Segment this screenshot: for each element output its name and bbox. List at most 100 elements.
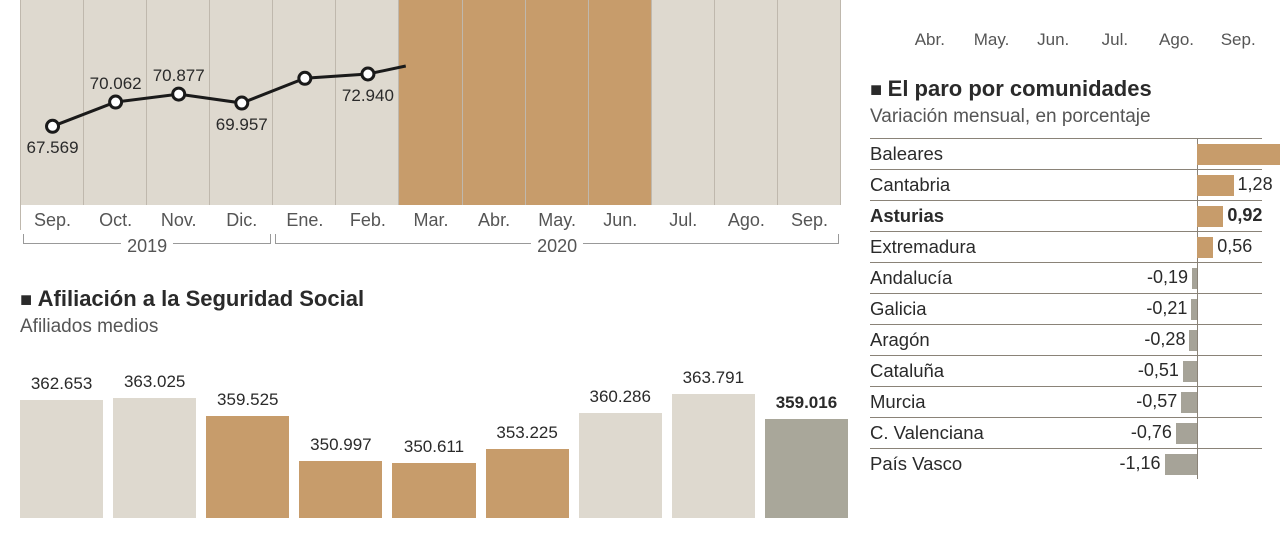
comunidad-value: 0,92 xyxy=(1227,205,1262,226)
comunidad-bar xyxy=(1183,361,1197,382)
afiliacion-bar: 363.791 xyxy=(672,368,755,518)
comunidad-bar-area: -0,28 xyxy=(1060,325,1262,355)
month-label: Nov. xyxy=(161,210,197,231)
comunidad-bar xyxy=(1197,175,1233,196)
comunidades-table: Baleares4,55Cantabria1,28 Asturias 0,92 Ext… xyxy=(870,138,1262,479)
comunidad-bar xyxy=(1189,330,1197,351)
afiliacion-bar-rect xyxy=(392,463,475,518)
afiliacion-value-label: 353.225 xyxy=(496,423,557,443)
comunidad-row: Baleares4,55 xyxy=(870,138,1262,169)
afiliacion-subtitle: Afiliados medios xyxy=(20,316,848,338)
line-value-label: 67.569 xyxy=(27,138,79,158)
comunidad-row: Aragón-0,28 xyxy=(870,324,1262,355)
comunidad-value: -0,76 xyxy=(1131,422,1172,443)
comunidad-name: C. Valenciana xyxy=(870,422,1060,444)
afiliacion-bar-rect xyxy=(486,449,569,518)
afiliacion-value-label: 350.997 xyxy=(310,435,371,455)
month-label: Jun. xyxy=(603,210,637,231)
afiliacion-bar: 359.016 xyxy=(765,393,848,518)
afiliacion-bar-rect xyxy=(206,416,289,518)
comunidad-value: -0,19 xyxy=(1147,267,1188,288)
afiliacion-bar-chart: 362.653 363.025 359.525 350.997 350.611 353.2… xyxy=(20,348,848,518)
afiliacion-value-label: 350.611 xyxy=(404,437,464,457)
afiliacion-value-label: 363.025 xyxy=(124,372,185,392)
month-label: Mar. xyxy=(413,210,448,231)
comunidad-row: Cataluña -0,51 xyxy=(870,355,1262,386)
comunidad-value: -0,21 xyxy=(1146,298,1187,319)
afiliacion-bar-rect xyxy=(299,461,382,518)
comunidad-row: Murcia -0,57 xyxy=(870,386,1262,417)
afiliacion-bar-rect xyxy=(20,400,103,518)
line-value-label: 70.062 xyxy=(90,74,142,94)
comunidad-bar xyxy=(1197,237,1213,258)
comunidad-name: Baleares xyxy=(870,143,1060,165)
comunidad-name: Cataluña xyxy=(870,360,1060,382)
comunidad-row: Cantabria1,28 xyxy=(870,169,1262,200)
comunidad-row: Galicia -0,21 xyxy=(870,293,1262,324)
afiliacion-bar: 360.286 xyxy=(579,387,662,518)
afiliacion-bar-rect xyxy=(579,413,662,518)
mini-month-label: Abr. xyxy=(906,30,954,50)
comunidad-name: País Vasco xyxy=(870,453,1060,475)
paro-line-chart: Sep.Oct.Nov.Dic.Ene.Feb.Mar.Abr.May.Jun.… xyxy=(20,0,848,260)
comunidad-value: -1,16 xyxy=(1120,453,1161,474)
comunidad-name: Asturias xyxy=(870,205,1060,227)
comunidades-subtitle: Variación mensual, en porcentaje xyxy=(870,106,1262,128)
afiliacion-bar-rect xyxy=(113,398,196,518)
afiliacion-value-label: 359.016 xyxy=(776,393,837,413)
month-label: May. xyxy=(538,210,576,231)
comunidad-bar xyxy=(1191,299,1197,320)
afiliacion-value-label: 363.791 xyxy=(683,368,744,388)
afiliacion-bar: 362.653 xyxy=(20,374,103,518)
mini-month-label: Ago. xyxy=(1153,30,1201,50)
comunidad-bar-area: -0,21 xyxy=(1060,294,1262,324)
comunidad-name: Murcia xyxy=(870,391,1060,413)
afiliacion-bar: 353.225 xyxy=(486,423,569,518)
afiliacion-value-label: 360.286 xyxy=(589,387,650,407)
line-value-label: 70.877 xyxy=(153,66,205,86)
comunidad-value: 1,28 xyxy=(1238,174,1273,195)
line-chart-svg xyxy=(21,0,841,205)
mini-month-label: May. xyxy=(968,30,1016,50)
comunidad-bar-area: -0,76 xyxy=(1060,418,1262,448)
line-value-label: 69.957 xyxy=(216,115,268,135)
comunidad-value: -0,51 xyxy=(1138,360,1179,381)
comunidad-bar-area: 1,28 xyxy=(1060,170,1262,200)
comunidad-row: C. Valenciana -0,76 xyxy=(870,417,1262,448)
comunidad-bar-area: -1,16 xyxy=(1060,449,1262,479)
month-label: Sep. xyxy=(34,210,71,231)
mini-month-label: Sep. xyxy=(1214,30,1262,50)
comunidades-title: El paro por comunidades xyxy=(870,76,1262,102)
comunidad-row: País Vasco -1,16 xyxy=(870,448,1262,479)
afiliacion-value-label: 362.653 xyxy=(31,374,92,394)
right-column: Abr. May. Jun. Jul. Ago. Sep. El paro por com… xyxy=(860,0,1280,548)
line-value-label: 72.940 xyxy=(342,86,394,106)
comunidad-bar xyxy=(1197,206,1223,227)
comunidad-bar-area: 4,55 xyxy=(1060,139,1262,169)
comunidad-bar-area: -0,57 xyxy=(1060,387,1262,417)
afiliacion-bar: 359.525 xyxy=(206,390,289,518)
month-label: Dic. xyxy=(226,210,257,231)
comunidad-bar xyxy=(1192,268,1197,289)
month-label: Feb. xyxy=(350,210,386,231)
afiliacion-bar: 350.997 xyxy=(299,435,382,518)
comunidad-name: Aragón xyxy=(870,329,1060,351)
comunidad-name: Galicia xyxy=(870,298,1060,320)
comunidad-bar-area: -0,19 xyxy=(1060,263,1262,293)
month-label: Sep. xyxy=(791,210,828,231)
month-label: Oct. xyxy=(99,210,132,231)
year-label: 2019 xyxy=(121,236,173,257)
mini-month-label: Jun. xyxy=(1029,30,1077,50)
mini-month-label: Jul. xyxy=(1091,30,1139,50)
comunidad-bar-area: -0,51 xyxy=(1060,356,1262,386)
afiliacion-value-label: 359.525 xyxy=(217,390,278,410)
comunidad-row: Extremadura0,56 xyxy=(870,231,1262,262)
comunidad-name: Extremadura xyxy=(870,236,1060,258)
afiliacion-title: Afiliación a la Seguridad Social xyxy=(20,286,848,312)
comunidad-row: Andalucía -0,19 xyxy=(870,262,1262,293)
comunidad-name: Andalucía xyxy=(870,267,1060,289)
afiliacion-bar: 363.025 xyxy=(113,372,196,518)
year-label: 2020 xyxy=(531,236,583,257)
month-label: Ago. xyxy=(728,210,765,231)
comunidad-value: -0,57 xyxy=(1136,391,1177,412)
